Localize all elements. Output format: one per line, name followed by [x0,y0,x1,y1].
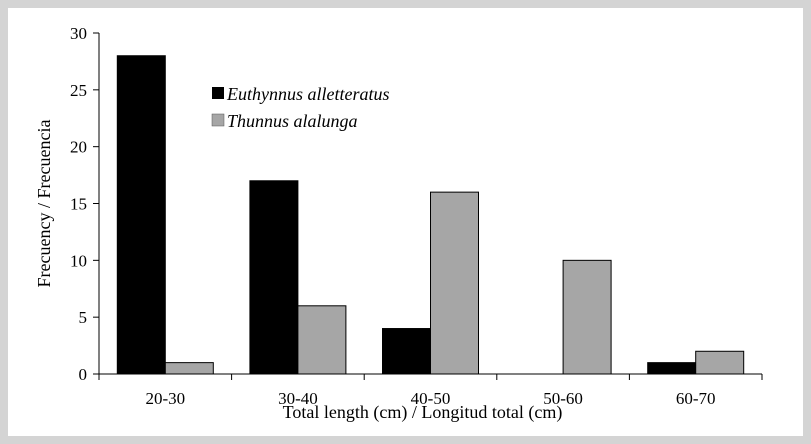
y-axis-title: Frecuency / Frecuencia [34,120,54,288]
bar-euthynnus [647,362,697,375]
legend-swatch-euthynnus [212,87,224,99]
bar-thunnus [562,259,612,375]
x-tick-label: 60-70 [676,389,716,408]
y-tick-label: 15 [70,195,87,214]
y-tick-label: 30 [70,24,87,43]
bar-thunnus [695,350,745,375]
bar-euthynnus [116,55,166,375]
legend-label-thunnus: Thunnus alalunga [227,111,358,131]
y-tick-label: 0 [79,365,88,384]
x-axis-title: Total length (cm) / Longitud total (cm) [283,402,563,423]
y-tick-label: 20 [70,138,87,157]
x-ticks-group: 20-30 30-40 40-50 50-60 60-70 [98,374,763,408]
y-tick-label: 5 [79,308,88,327]
y-tick-label: 10 [70,251,87,270]
x-tick-label: 40-50 [411,389,451,408]
x-tick-label: 50-60 [543,389,583,408]
bar-euthynnus [382,328,431,375]
legend-label-euthynnus: Euthynnus alletteratus [226,84,389,104]
y-tick-label: 25 [70,81,87,100]
bar-thunnus [430,191,479,375]
x-tick-label: 30-40 [278,389,318,408]
y-ticks-group: 0 5 10 15 20 25 30 [70,24,99,384]
bar-euthynnus [249,180,299,375]
bar-thunnus [164,362,214,375]
bar-thunnus [297,305,347,375]
x-tick-label: 20-30 [145,389,185,408]
legend: Euthynnus alletteratus Thunnus alalunga [211,84,389,131]
legend-swatch-thunnus [211,113,225,127]
bars-group [116,55,745,375]
